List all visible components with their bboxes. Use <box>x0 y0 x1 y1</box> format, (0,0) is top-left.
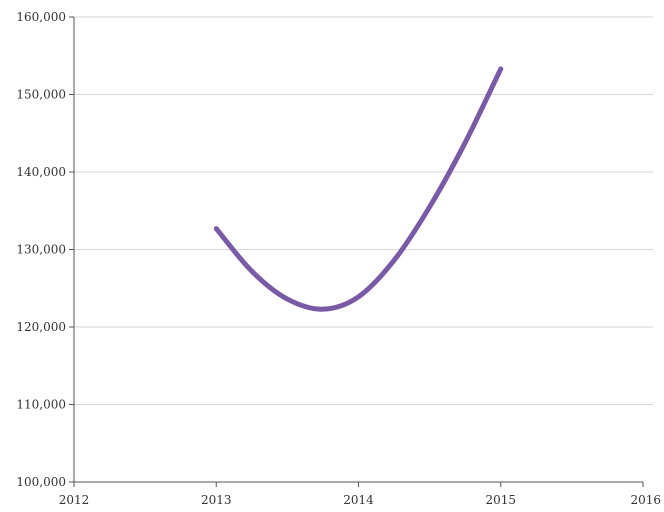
x-tick-label: 2013 <box>201 493 232 507</box>
y-tick-label: 130,000 <box>16 243 66 257</box>
x-tick-label: 2015 <box>485 493 516 507</box>
y-tick-label: 140,000 <box>16 165 66 179</box>
x-tick-label: 2014 <box>343 493 374 507</box>
y-tick-label: 100,000 <box>16 475 66 489</box>
tick-marks <box>69 16 644 487</box>
y-tick-labels: 100,000 110,000 120,000 130,000 140,000 150,0… <box>16 10 66 489</box>
y-tick-label: 150,000 <box>16 88 66 102</box>
series-line <box>213 66 504 312</box>
y-tick-label: 110,000 <box>16 398 66 412</box>
series <box>213 66 504 312</box>
y-tick-label: 160,000 <box>16 10 66 24</box>
x-tick-label: 2016 <box>630 493 661 507</box>
grid-lines <box>74 16 653 405</box>
x-tick-labels: 2012 2013 2014 2015 2016 <box>59 493 661 507</box>
y-tick-label: 120,000 <box>16 320 66 334</box>
x-tick-label: 2012 <box>59 493 90 507</box>
